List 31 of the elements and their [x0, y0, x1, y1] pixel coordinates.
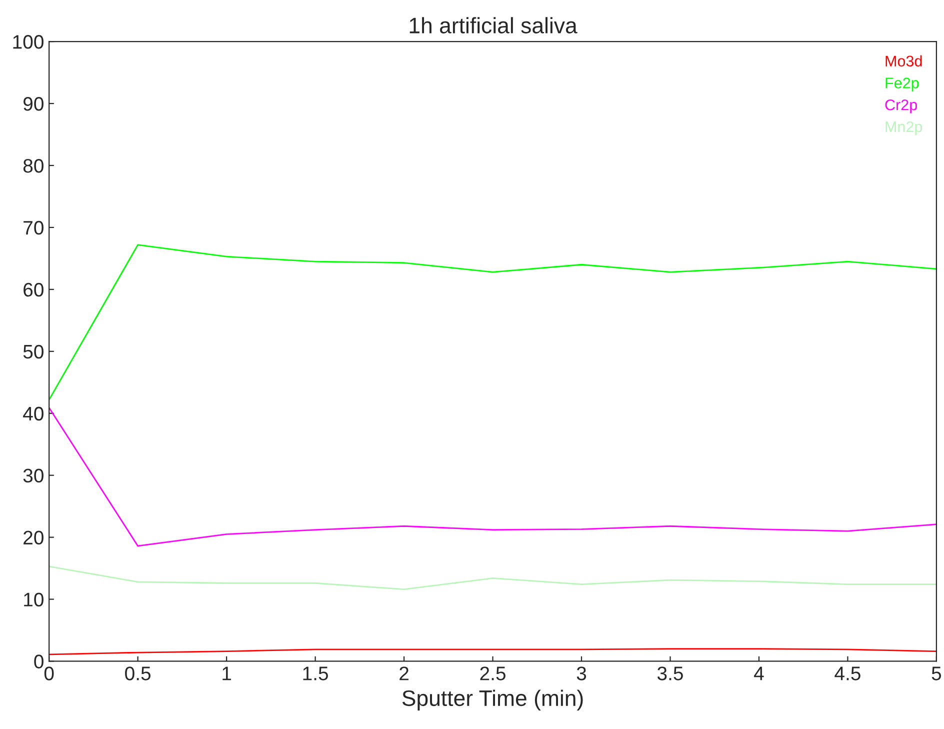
x-tick-label: 0 — [44, 666, 54, 680]
text: Mo3d — [886, 55, 922, 67]
y-tick-label: 40 — [23, 406, 44, 421]
text: Cr2p — [885, 99, 917, 114]
x-tick-label: 3.5 — [657, 666, 683, 680]
text: Mn2p — [886, 121, 922, 136]
line-series — [49, 407, 936, 547]
y-tick-label: 0 — [34, 654, 44, 668]
line-series — [49, 566, 936, 590]
x-tick-label: 4.5 — [834, 666, 860, 680]
x-tick-label: 1.5 — [303, 666, 328, 680]
chart-title: 1h artificial saliva — [410, 17, 578, 34]
y-tick-label: 50 — [23, 344, 44, 359]
y-tick-label: 80 — [23, 158, 44, 173]
x-axis-title: Sputter Time (min) — [402, 690, 583, 710]
x-tick-label: 3 — [576, 666, 586, 680]
y-tick-label: 30 — [23, 468, 44, 483]
x-tick-label: 4 — [754, 666, 764, 680]
y-tick-label: 10 — [24, 592, 44, 606]
x-tick-label: 2 — [400, 666, 408, 680]
y-tick-label: 100 — [13, 35, 44, 49]
x-tick-label: 0.5 — [125, 666, 151, 680]
y-tick-label: 60 — [24, 282, 44, 297]
x-tick-label: 2.5 — [480, 666, 506, 680]
x-tick-label: 5 — [932, 666, 942, 680]
x-tick-label: 1 — [222, 666, 232, 680]
y-tick-label: 20 — [24, 530, 44, 545]
text: Fe2p — [886, 78, 919, 92]
line-series — [49, 244, 936, 400]
y-tick-label: 90 — [24, 96, 44, 111]
y-tick-label: 70 — [24, 220, 44, 235]
